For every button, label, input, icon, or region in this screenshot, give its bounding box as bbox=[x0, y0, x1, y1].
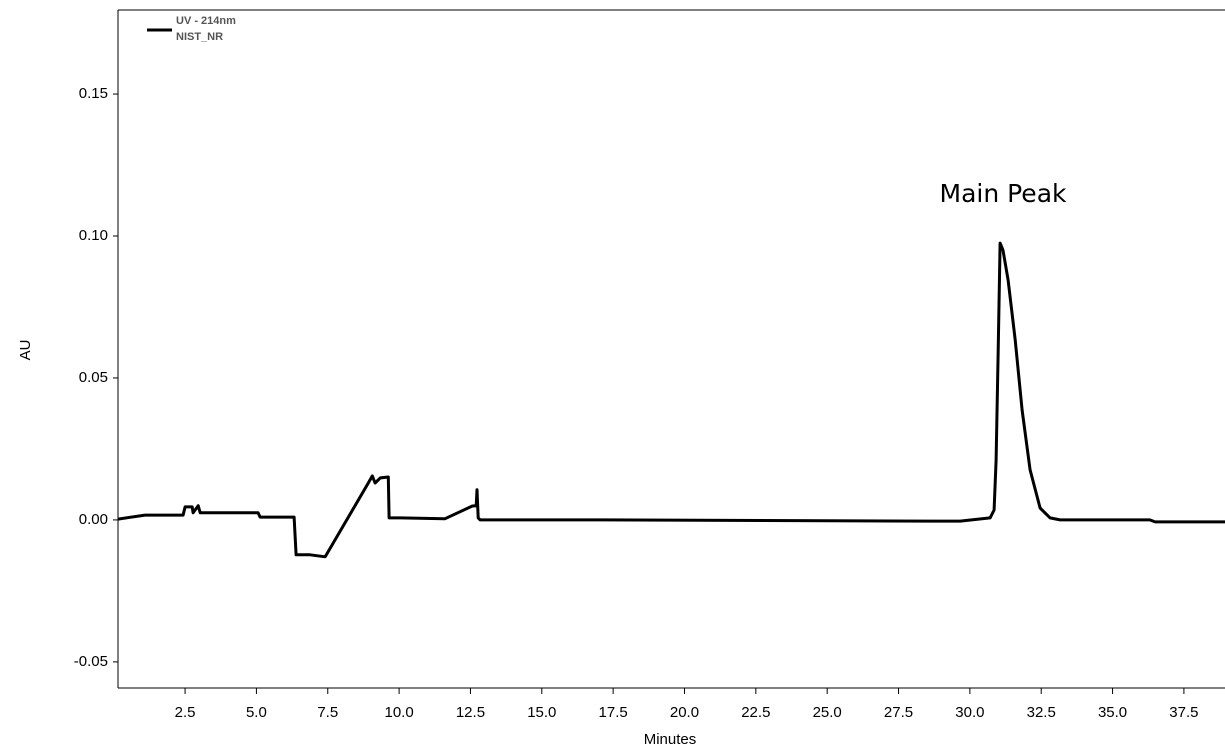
y-tick-label: 0.10 bbox=[79, 227, 108, 244]
x-tick-label: 30.0 bbox=[955, 704, 984, 721]
x-tick-label: 17.5 bbox=[599, 704, 628, 721]
x-tick-label: 5.0 bbox=[246, 704, 267, 721]
x-tick-label: 22.5 bbox=[741, 704, 770, 721]
annotation: Main Peak bbox=[940, 179, 1068, 208]
x-tick-label: 7.5 bbox=[317, 704, 338, 721]
x-tick-label: 32.5 bbox=[1027, 704, 1056, 721]
x-axis-label: Minutes bbox=[644, 731, 697, 748]
legend-label: UV - 214nm bbox=[176, 15, 236, 27]
x-tick-label: 37.5 bbox=[1169, 704, 1198, 721]
trace bbox=[117, 241, 1225, 559]
x-tick-label: 35.0 bbox=[1098, 704, 1127, 721]
x-tick-label: 2.5 bbox=[175, 704, 196, 721]
x-tick-label: 15.0 bbox=[527, 704, 556, 721]
y-tick-label: -0.05 bbox=[74, 653, 108, 670]
y-axis-label: AU bbox=[17, 340, 34, 361]
y-tick-label: 0.15 bbox=[79, 85, 108, 102]
y-tick-label: 0.05 bbox=[79, 369, 108, 386]
x-tick-label: 25.0 bbox=[813, 704, 842, 721]
legend-sample: NIST_NR bbox=[176, 31, 223, 43]
x-tick-label: 12.5 bbox=[456, 704, 485, 721]
y-tick-label: 0.00 bbox=[79, 511, 108, 528]
x-tick-label: 20.0 bbox=[670, 704, 699, 721]
x-tick-label: 27.5 bbox=[884, 704, 913, 721]
x-tick-label: 10.0 bbox=[385, 704, 414, 721]
